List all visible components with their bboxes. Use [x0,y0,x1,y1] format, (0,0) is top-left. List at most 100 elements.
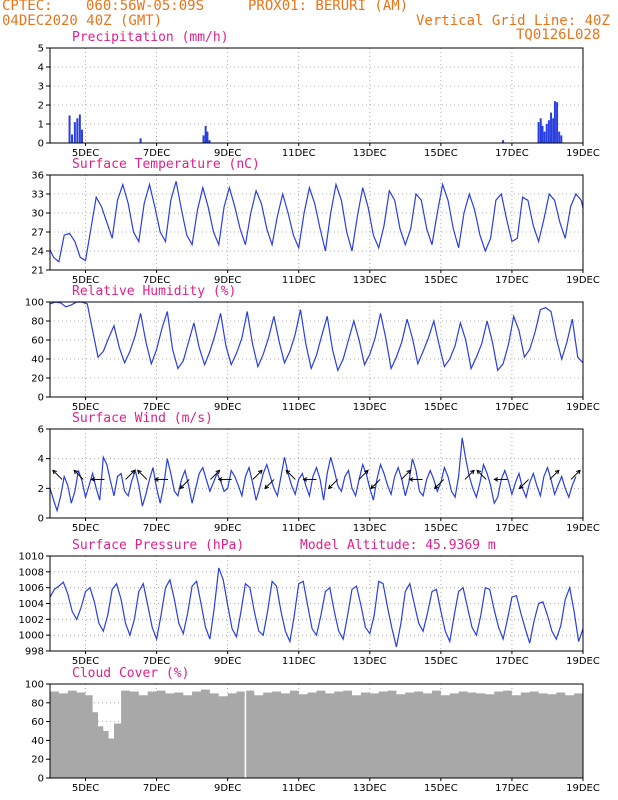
y-tick-label-cloud-4: 80 [31,698,44,709]
precip-bar-21 [556,102,559,143]
x-tick-label-precip-2: 9DEC [214,148,241,159]
y-tick-label-wind-0: 0 [38,514,44,525]
wind-vector-head-9 [257,469,263,475]
precip-bar-0 [68,115,71,143]
wind-vector-head-7 [215,469,221,475]
y-tick-label-temp-4: 33 [31,190,44,201]
wind-vector-head-6 [179,484,185,490]
precip-bar-10 [208,140,211,143]
precip-bar-9 [206,131,209,143]
x-tick-label-cloud-1: 7DEC [143,783,170,794]
y-tick-label-wind-1: 2 [38,484,44,495]
x-tick-label-wind-5: 15DEC [424,523,458,534]
precip-bar-7 [202,135,205,143]
x-tick-label-temp-4: 13DEC [353,275,387,286]
header-station: PROX01: BERURI (AM) [248,0,409,14]
y-tick-label-rh-4: 80 [31,317,44,328]
y-tick-label-temp-2: 27 [31,228,44,239]
y-tick-label-precip-2: 2 [38,101,44,112]
x-tick-label-precip-7: 19DEC [566,148,600,159]
x-tick-label-rh-1: 7DEC [143,402,170,413]
header-model-code: TQ0126L028 [516,27,601,43]
x-tick-label-pres-4: 13DEC [353,656,387,667]
y-tick-label-pres-0: 998 [25,647,44,658]
wind-vector-20 [476,469,487,480]
wind-vector-4 [137,469,148,480]
x-tick-label-cloud-5: 15DEC [424,783,458,794]
wind-vector-head-22 [518,484,524,490]
x-tick-label-temp-0: 5DEC [72,275,99,286]
x-tick-label-rh-7: 19DEC [566,402,600,413]
x-tick-label-rh-6: 17DEC [495,402,529,413]
x-tick-label-cloud-3: 11DEC [282,783,316,794]
panel-rh: Relative Humidity (%) 0 20 40 60 80 100 5DEC 7DE… [25,284,600,413]
y-tick-label-rh-5: 100 [25,298,44,309]
panel-title-wind: Surface Wind (m/s) [72,411,213,426]
x-tick-label-wind-7: 19DEC [566,523,600,534]
wind-vector-head-24 [576,469,581,475]
precip-bar-23 [560,135,563,143]
x-tick-label-temp-2: 9DEC [214,275,241,286]
wind-vector-head-16 [406,469,412,475]
y-tick-label-cloud-3: 60 [31,717,44,728]
x-tick-label-wind-3: 11DEC [282,523,316,534]
x-tick-label-cloud-6: 17DEC [495,783,529,794]
wind-vector-head-15 [370,484,376,490]
x-tick-label-wind-4: 13DEC [353,523,387,534]
precip-bar-5 [80,129,83,143]
x-tick-label-rh-3: 11DEC [282,402,316,413]
wind-vector-head-18 [433,484,439,490]
pres-series-line [49,567,584,648]
x-tick-label-rh-4: 13DEC [353,402,387,413]
precip-bar-6 [139,138,142,143]
x-tick-label-precip-1: 7DEC [143,148,170,159]
wind-vector-head-13 [327,484,333,490]
y-tick-label-rh-2: 40 [31,355,44,366]
panel-title-pres: Surface Pressure (hPa) [72,538,244,553]
y-tick-label-temp-1: 24 [31,247,44,258]
wind-vector-head-17 [408,477,414,482]
x-tick-label-temp-5: 15DEC [424,275,458,286]
panel-title-precip: Precipitation (mm/h) [72,30,229,45]
wind-vector-head-8 [217,477,223,482]
y-tick-label-precip-1: 1 [38,120,44,131]
x-tick-label-pres-3: 11DEC [282,656,316,667]
y-tick-label-pres-5: 1008 [19,567,44,578]
wind-vector-9 [252,469,263,480]
panel-title-temp: Surface Temperature (nC) [72,157,260,172]
header-source: CPTEC: [2,0,53,14]
precip-bar-22 [558,131,561,143]
y-tick-label-precip-3: 3 [38,82,44,93]
precip-bar-18 [550,112,553,143]
y-tick-label-cloud-5: 100 [25,680,44,691]
x-tick-label-wind-0: 5DEC [72,523,99,534]
x-tick-label-precip-0: 5DEC [72,148,99,159]
y-tick-label-pres-6: 1010 [19,552,44,563]
y-tick-label-pres-1: 1000 [19,631,44,642]
wind-vector-head-14 [364,469,369,475]
wind-vector-7 [210,469,220,480]
x-tick-label-pres-0: 5DEC [72,656,99,667]
cloud-cover-area [50,689,583,778]
wind-vector-19 [464,469,475,480]
x-tick-label-temp-3: 11DEC [282,275,316,286]
y-tick-label-wind-3: 6 [38,425,44,436]
precip-bar-11 [502,140,505,143]
y-tick-label-rh-1: 20 [31,374,44,385]
y-tick-label-precip-0: 0 [38,139,44,150]
x-tick-label-pres-6: 17DEC [495,656,529,667]
y-tick-label-cloud-0: 0 [38,774,44,785]
y-tick-label-rh-3: 60 [31,336,44,347]
y-tick-label-pres-2: 1002 [19,615,44,626]
header-init-time: 04DEC2020 40Z (GMT) [2,13,163,29]
precip-bar-12 [537,122,540,143]
x-tick-label-temp-1: 7DEC [143,275,170,286]
y-tick-label-precip-4: 4 [38,63,44,74]
x-tick-label-precip-3: 11DEC [282,148,316,159]
wind-vector-head-23 [554,469,560,475]
wind-vector-16 [400,469,411,480]
wind-vector-1 [73,469,84,480]
x-tick-label-rh-2: 9DEC [214,402,241,413]
y-tick-label-cloud-2: 40 [31,736,44,747]
